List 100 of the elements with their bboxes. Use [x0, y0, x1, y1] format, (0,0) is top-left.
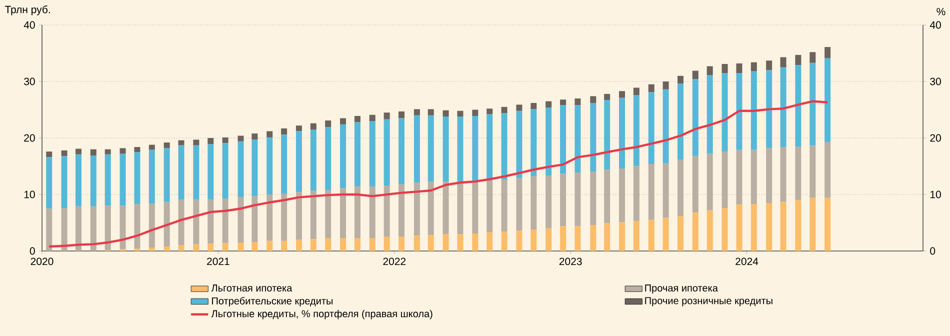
bar	[546, 107, 552, 176]
bar	[90, 206, 96, 251]
bar	[325, 127, 332, 190]
y-tick-label: 40	[24, 21, 35, 29]
bar	[824, 198, 831, 251]
bar	[574, 105, 581, 172]
bar	[90, 156, 96, 206]
bar	[750, 71, 757, 150]
bar	[442, 181, 449, 234]
bar	[75, 148, 82, 154]
bar	[750, 204, 757, 251]
bar	[164, 148, 170, 202]
bar	[398, 111, 405, 118]
bar	[574, 172, 581, 226]
bar	[120, 148, 126, 154]
bar	[590, 96, 596, 103]
bar	[428, 115, 434, 182]
bar	[633, 95, 640, 166]
bar	[148, 204, 155, 248]
bar	[61, 208, 68, 251]
bar	[590, 224, 596, 251]
bar	[442, 110, 449, 117]
bar	[164, 246, 170, 251]
bar	[633, 88, 640, 96]
bar	[310, 190, 316, 240]
bar	[486, 108, 493, 114]
bar	[692, 79, 698, 156]
bar	[252, 242, 258, 251]
bar	[384, 119, 390, 186]
bar	[208, 138, 214, 144]
bar	[281, 240, 288, 251]
bar	[706, 210, 713, 251]
bar	[266, 194, 273, 241]
bar	[310, 239, 316, 251]
bar	[472, 116, 478, 181]
bar	[574, 98, 581, 106]
bar	[560, 105, 566, 174]
bar	[824, 142, 831, 198]
bar	[222, 198, 228, 244]
bar	[750, 62, 757, 72]
bar	[604, 94, 610, 100]
bar	[414, 115, 420, 183]
bar	[546, 228, 552, 251]
bar	[164, 142, 170, 148]
legend-label: Прочая ипотека	[645, 284, 718, 294]
bar	[486, 180, 493, 232]
bar	[281, 134, 288, 194]
bar	[766, 60, 772, 70]
bar	[516, 104, 522, 111]
bar	[148, 150, 155, 204]
bar	[530, 176, 537, 230]
bar	[238, 242, 244, 251]
bar	[457, 116, 464, 182]
y2-tick-label: 0	[930, 247, 936, 255]
bar	[354, 116, 360, 122]
bar	[530, 109, 537, 176]
bar	[824, 47, 831, 58]
bar	[354, 186, 360, 238]
bar	[633, 166, 640, 222]
bar	[706, 154, 713, 210]
bar	[780, 147, 786, 202]
bar	[120, 206, 126, 250]
bar	[369, 114, 376, 122]
bar	[310, 123, 316, 130]
bar	[354, 122, 360, 187]
bar	[178, 140, 184, 146]
line-series	[48, 100, 829, 248]
bar	[546, 101, 552, 108]
bar	[296, 240, 302, 251]
bar	[560, 100, 566, 106]
bar	[46, 208, 52, 251]
y2-axis-title: %	[936, 8, 946, 16]
bar	[766, 148, 772, 203]
x-tick-label: 2021	[207, 258, 230, 266]
bar	[706, 75, 713, 154]
bar	[457, 234, 464, 251]
bar	[46, 157, 52, 209]
bar	[414, 109, 420, 116]
bar	[178, 200, 184, 246]
bar	[692, 212, 698, 251]
y2-tick-label: 20	[930, 134, 941, 142]
bar	[662, 89, 669, 164]
bar	[736, 73, 742, 150]
bar	[692, 156, 698, 213]
bar	[252, 140, 258, 196]
bar	[736, 63, 742, 74]
bar	[340, 118, 346, 124]
bar	[677, 216, 684, 251]
x-tick-label: 2023	[559, 258, 582, 266]
bar	[428, 109, 434, 116]
bar	[750, 150, 757, 204]
legend-label: Прочие розничные кредиты	[645, 297, 772, 306]
bar	[414, 182, 420, 236]
bar	[618, 91, 625, 98]
bar	[134, 152, 140, 204]
bar	[252, 196, 258, 242]
bar	[501, 106, 508, 114]
bar	[677, 84, 684, 160]
bar	[604, 100, 610, 170]
bar	[574, 226, 581, 251]
